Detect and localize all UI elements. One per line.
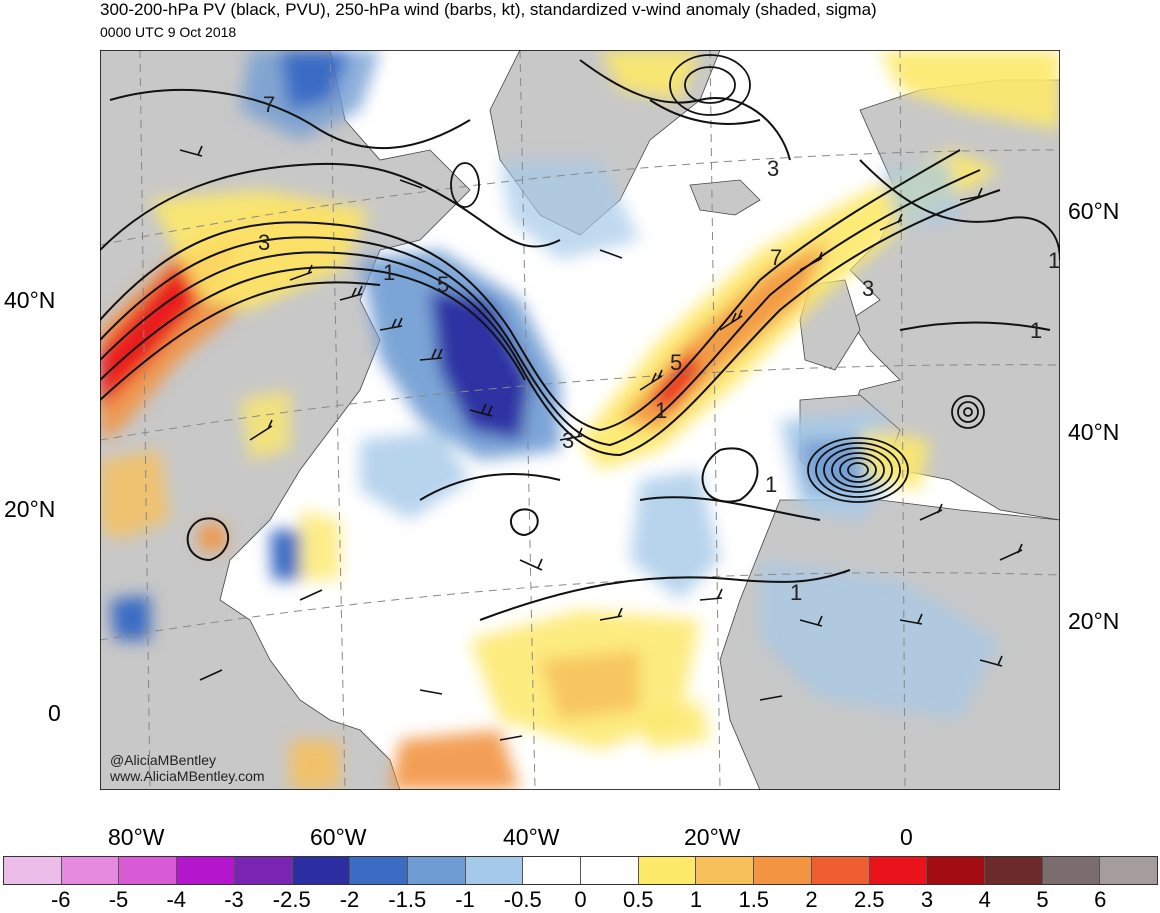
lat-label-right-60n: 60°N [1068, 198, 1120, 224]
pv-label: 1 [1048, 248, 1060, 273]
colorbar-tick-label: -5 [108, 887, 129, 912]
colorbar-tick-label: 5 [1036, 887, 1049, 912]
colorbar-tick-label: 2 [805, 887, 818, 912]
lon-label-20w: 20°W [684, 824, 741, 850]
colorbar-tick-label: -1 [455, 887, 475, 912]
pv-label: 5 [670, 350, 682, 375]
graticule [100, 50, 1060, 790]
colorbar-swatch [869, 857, 928, 884]
lon-label-40w: 40°W [503, 824, 560, 850]
colorbar-swatch [581, 857, 639, 884]
colorbar-swatch [234, 857, 293, 884]
colorbar-tick-label: -2.5 [272, 887, 311, 912]
lat-label-right-20n: 20°N [1068, 608, 1120, 634]
lon-label-60w: 60°W [310, 824, 367, 850]
colorbar-tick-label: -3 [224, 887, 244, 912]
cutoff-low-contours [450, 54, 985, 503]
wind-barbs [179, 145, 1023, 741]
colorbar-tick-label: 2.5 [853, 887, 885, 912]
iceland-land [689, 179, 761, 216]
colorbar-tick-label: 4 [978, 887, 991, 912]
pv-contours [100, 59, 1060, 621]
pv-label: 1 [383, 260, 395, 285]
pv-label: 1 [655, 398, 667, 423]
lon-label-0: 0 [900, 824, 913, 850]
pv-label: 3 [562, 428, 574, 453]
colorbar-swatch [1100, 857, 1158, 884]
lat-label-left-eq: 0 [48, 700, 61, 726]
lat-label-left-40n: 40°N [4, 287, 56, 313]
colorbar-swatch [523, 857, 582, 884]
colorbar-swatch [4, 857, 62, 884]
colorbar-swatch [1042, 857, 1101, 884]
lat-label-right-40n: 40°N [1068, 419, 1120, 445]
pv-label: 3 [258, 230, 270, 255]
pv-labels: 3 1 5 7 3 5 1 7 3 1 1 1 1 3 [258, 92, 1060, 605]
lat-label-left-20n: 20°N [4, 496, 56, 522]
colorbar-swatch [119, 857, 178, 884]
colorbar-tick-label: 0 [574, 887, 587, 912]
colorbar-swatch [811, 857, 870, 884]
pv-label: 7 [263, 92, 275, 117]
colorbar-tick-label: -1.5 [388, 887, 427, 912]
map-title: 300-200-hPa PV (black, PVU), 250-hPa win… [100, 0, 877, 19]
colorbar-swatch [927, 857, 985, 884]
colorbar-swatch [61, 857, 120, 884]
colorbar-swatch [638, 857, 697, 884]
colorbar-swatch [350, 857, 408, 884]
colorbar-swatch [696, 857, 755, 884]
colorbar-tick-label: 1 [689, 887, 703, 912]
pv-label: 3 [767, 156, 779, 181]
pv-label: 1 [790, 580, 802, 605]
colorbar-swatch [177, 857, 235, 884]
colorbar-tick-label: 6 [1094, 887, 1107, 912]
colorbar-tick-label: 0.5 [622, 887, 654, 912]
credit-handle: @AliciaMBentley [110, 752, 217, 768]
colorbar-tick-label: -6 [50, 887, 71, 912]
pv-label: 5 [437, 272, 449, 297]
colorbar-tick-label: -2 [339, 887, 360, 912]
pv-label: 7 [770, 245, 782, 270]
credit-website: www.AliciaMBentley.com [110, 768, 265, 784]
colorbar-tick-label: 1.5 [738, 887, 770, 912]
colorbar-swatch [292, 857, 351, 884]
colorbar-tick-label: -0.5 [503, 887, 542, 912]
colorbar-tick-label: 3 [920, 887, 934, 912]
colorbar-swatch [407, 857, 466, 884]
colorbar [3, 856, 1158, 885]
colorbar-swatch [465, 857, 524, 884]
weather-map: 3 1 5 7 3 5 1 7 3 1 1 1 1 3 [100, 50, 1060, 790]
pv-label: 3 [862, 276, 874, 301]
colorbar-tick-label: -4 [166, 887, 187, 912]
pv-label: 1 [1030, 318, 1042, 343]
colorbar-swatch [754, 857, 812, 884]
pv-label: 1 [765, 472, 777, 497]
map-valid-time: 0000 UTC 9 Oct 2018 [100, 24, 237, 40]
colorbar-swatch [984, 857, 1043, 884]
lon-label-80w: 80°W [108, 824, 165, 850]
